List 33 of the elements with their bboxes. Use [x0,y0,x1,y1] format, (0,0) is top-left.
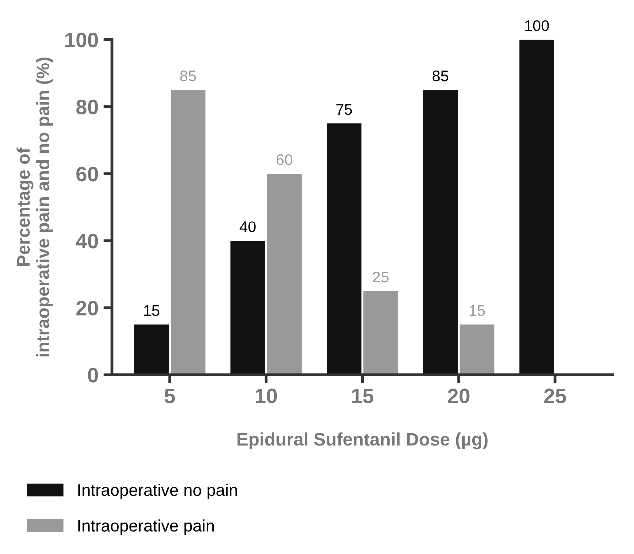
y-tick-label: 80 [76,100,98,115]
data-label: 60 [276,154,293,166]
legend-label: Intraoperative pain [78,520,214,536]
data-label: 40 [240,222,256,232]
x-axis-title: Epidural Sufentanil Dose (µg) [238,432,488,450]
bar [327,124,362,376]
bar [364,291,398,376]
data-label: 85 [432,70,449,82]
x-tick-label: 10 [256,388,278,404]
bar [170,90,206,376]
bar [520,40,554,376]
y-tick-label: 20 [76,301,98,316]
x-tick-label: 15 [352,389,374,404]
data-label: 25 [373,272,389,283]
data-label: 75 [336,104,352,116]
y-tick-label: 100 [66,32,98,48]
data-label: 15 [470,306,486,316]
x-tick-label: 20 [448,388,470,404]
legend-label: Intraoperative no pain [78,484,238,500]
data-label: 85 [180,70,196,82]
bar [134,324,170,376]
y-tick-label: 60 [76,166,98,182]
bar [267,174,302,376]
data-label: 15 [144,306,160,316]
bar [423,90,458,376]
x-tick-label: 5 [164,389,176,404]
y-axis-title: Percentage of intraoperative pain and no pain (%) [16,58,54,357]
y-tick-label: 0 [88,368,98,383]
x-tick-label: 25 [544,388,566,404]
bar [230,240,266,376]
bar [460,324,495,376]
data-label: 100 [525,20,550,32]
y-tick-label: 40 [76,234,98,249]
